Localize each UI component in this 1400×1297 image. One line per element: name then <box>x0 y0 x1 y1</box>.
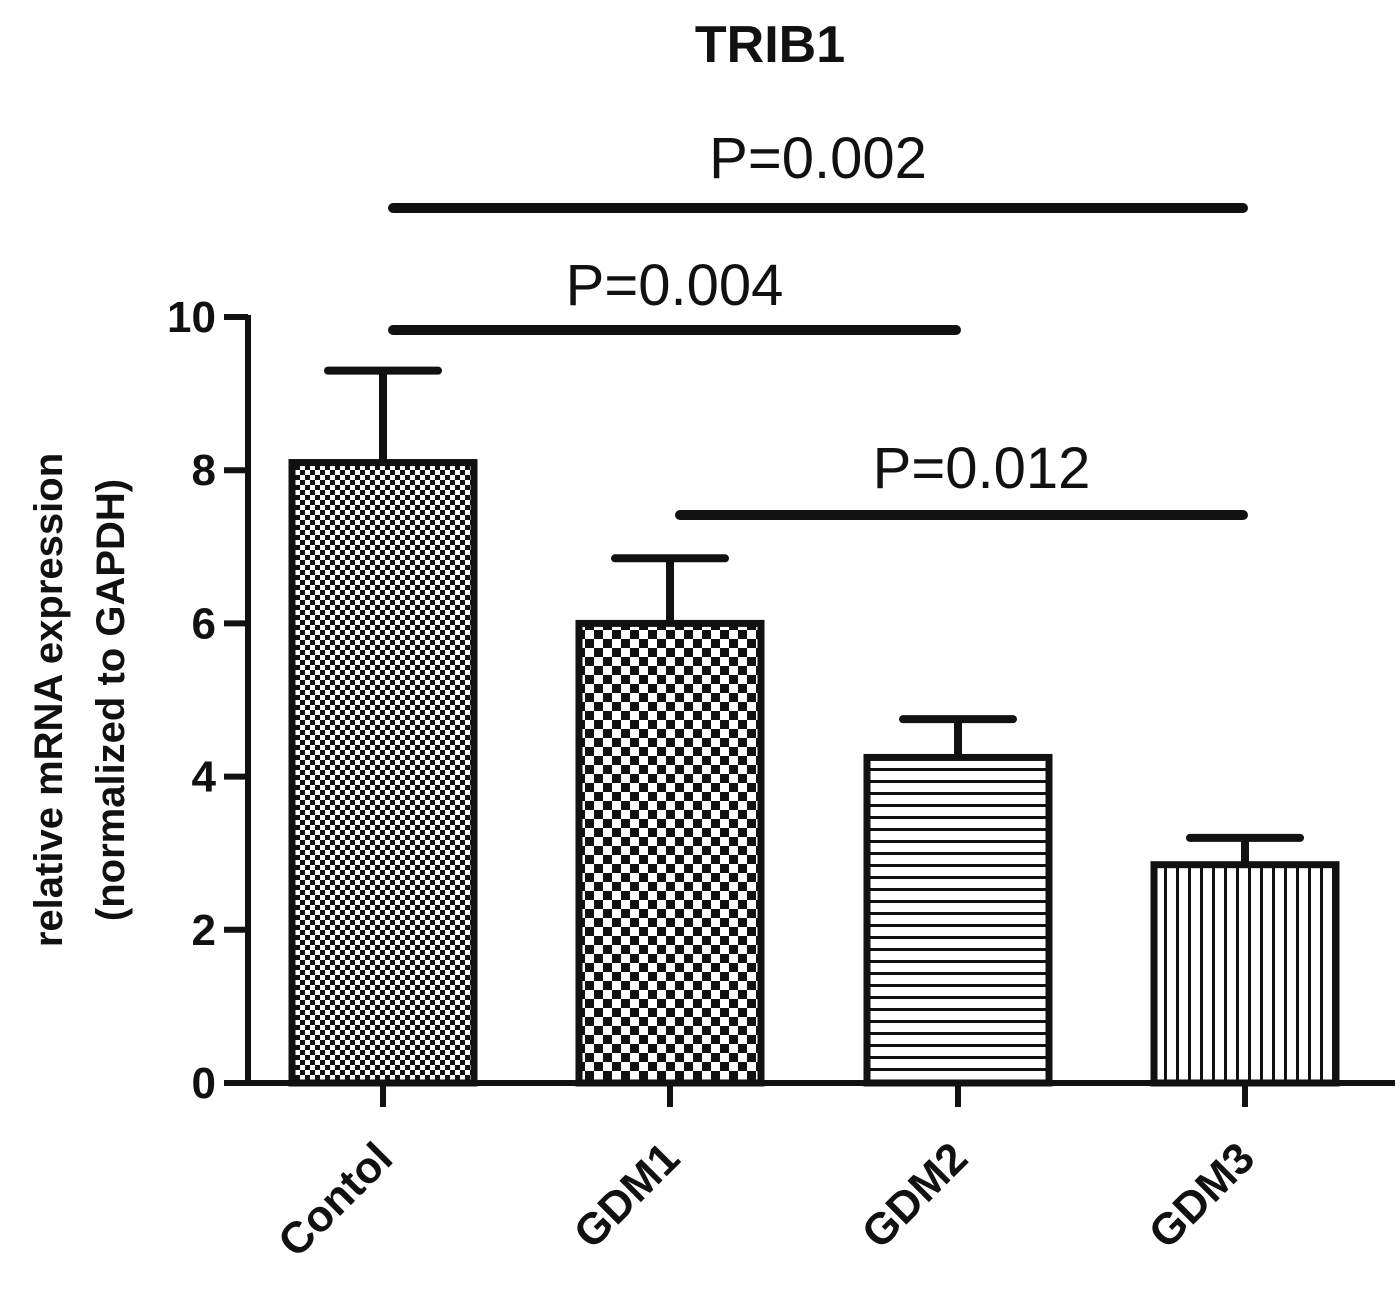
bar-gdm2 <box>863 753 1053 1087</box>
y-axis-label: relative mRNA expression (normalized to … <box>27 453 133 947</box>
category-label: Contol <box>269 1133 402 1266</box>
p-value-label: P=0.012 <box>873 436 1091 501</box>
y-tick-label: 0 <box>192 1059 216 1108</box>
y-tick-label: 10 <box>167 293 216 342</box>
chart-title: TRIB1 <box>695 16 845 74</box>
p-value-label: P=0.002 <box>709 126 927 191</box>
y-axis-label-line-2: (normalized to GAPDH) <box>89 479 133 921</box>
bar-contol <box>288 459 478 1087</box>
y-tick-label: 6 <box>192 599 216 648</box>
y-tick-label: 4 <box>192 753 217 802</box>
y-tick-label: 8 <box>192 446 216 495</box>
bar-gdm3 <box>1150 861 1340 1087</box>
y-tick-label: 2 <box>192 906 216 955</box>
bar-gdm1 <box>575 619 765 1087</box>
p-value-label: P=0.004 <box>566 253 784 318</box>
y-axis-label-line-1: relative mRNA expression <box>27 453 71 947</box>
category-label: GDM3 <box>1140 1133 1265 1258</box>
chart-marks: 0 2 4 6 8 10 Contol GDM1 GDM2 GDM3 P=0.002 P=0.004 P… <box>167 126 1395 1267</box>
category-label: GDM1 <box>565 1133 690 1258</box>
category-label: GDM2 <box>853 1133 978 1258</box>
